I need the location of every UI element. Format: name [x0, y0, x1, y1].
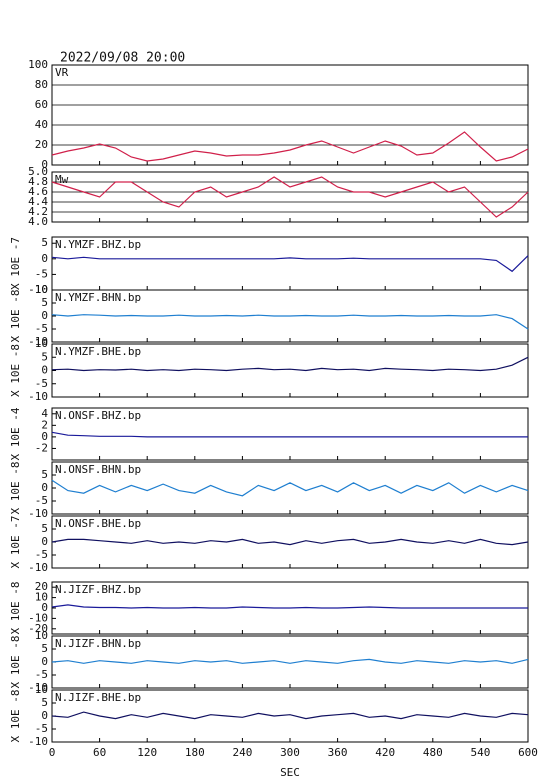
y-tick-label: 0 — [41, 252, 48, 265]
y-axis-label: X 10E -8 — [9, 462, 22, 515]
y-tick-label: 0 — [41, 158, 48, 171]
y-tick-label: -20 — [28, 622, 48, 635]
y-tick-label: 4.6 — [28, 185, 48, 198]
y-tick-label: 4.0 — [28, 215, 48, 228]
y-axis-label: X 10E -4 — [9, 407, 22, 460]
y-tick-label: 5 — [41, 696, 48, 709]
panel-label: N.YMZF.BHZ.bp — [55, 238, 141, 251]
y-tick-label: 0 — [41, 601, 48, 614]
y-tick-label: -5 — [35, 322, 48, 335]
y-tick-label: 4.2 — [28, 205, 48, 218]
trace — [51, 356, 529, 372]
y-tick-label: -5 — [35, 668, 48, 681]
y-tick-label: 0 — [41, 430, 48, 443]
y-tick-label: -10 — [28, 735, 48, 748]
y-tick-label: 5 — [41, 296, 48, 309]
y-axis-label: X 10E -7 — [9, 516, 22, 569]
panel-label: N.YMZF.BHN.bp — [55, 291, 141, 304]
panel-label: N.ONSF.BHZ.bp — [55, 409, 141, 422]
y-tick-label: 60 — [35, 98, 48, 111]
y-tick-label: -10 — [28, 681, 48, 694]
y-tick-label: 10 — [35, 629, 48, 642]
y-tick-label: 80 — [35, 78, 48, 91]
y-tick-label: 4.4 — [28, 195, 48, 208]
x-tick-label: 480 — [423, 746, 443, 759]
trace — [51, 479, 529, 497]
y-tick-label: 2 — [41, 418, 48, 431]
y-tick-label: -10 — [28, 561, 48, 574]
y-axis-label: X 10E -8 — [9, 582, 22, 635]
panel-label: N.YMZF.BHE.bp — [55, 345, 141, 358]
y-tick-label: -5 — [35, 377, 48, 390]
y-tick-label: -10 — [28, 335, 48, 348]
y-tick-label: 10 — [35, 683, 48, 696]
y-tick-label: 5 — [41, 236, 48, 249]
y-tick-label: 100 — [28, 58, 48, 71]
y-tick-label: -10 — [28, 507, 48, 520]
y-axis-label: X 10E -8 — [9, 290, 22, 343]
y-tick-label: -10 — [28, 390, 48, 403]
panel-label: N.JIZF.BHZ.bp — [55, 583, 141, 596]
trace — [51, 538, 529, 546]
y-tick-label: 5 — [41, 642, 48, 655]
panel-label: N.ONSF.BHN.bp — [55, 463, 141, 476]
y-tick-label: 10 — [35, 591, 48, 604]
y-tick-label: 5.0 — [28, 165, 48, 178]
y-tick-label: 5 — [41, 522, 48, 535]
trace — [51, 658, 529, 664]
y-tick-label: 0 — [41, 309, 48, 322]
y-tick-label: 40 — [35, 118, 48, 131]
trace — [51, 176, 529, 218]
y-tick-label: -5 — [35, 722, 48, 735]
y-axis-label: X 10E -7 — [9, 237, 22, 290]
y-tick-label: 0 — [41, 709, 48, 722]
panel-label: Mw — [55, 173, 69, 186]
panel-label: N.JIZF.BHE.bp — [55, 691, 141, 704]
y-tick-label: 20 — [35, 580, 48, 593]
x-tick-label: 0 — [49, 746, 56, 759]
x-tick-label: 60 — [93, 746, 106, 759]
y-axis-label: X 10E -8 — [9, 344, 22, 397]
y-tick-label: 0 — [41, 364, 48, 377]
trace — [51, 431, 528, 438]
y-tick-label: 0 — [41, 655, 48, 668]
trace — [51, 255, 529, 273]
y-tick-label: 0 — [41, 535, 48, 548]
panel-label: VR — [55, 66, 69, 79]
y-tick-label: -2 — [35, 441, 48, 454]
trace — [51, 604, 528, 609]
y-tick-label: -10 — [28, 283, 48, 296]
y-tick-label: 10 — [35, 337, 48, 350]
y-tick-label: -5 — [35, 494, 48, 507]
x-tick-label: 540 — [470, 746, 490, 759]
x-tick-label: 420 — [375, 746, 395, 759]
y-tick-label: -5 — [35, 267, 48, 280]
y-tick-label: 20 — [35, 138, 48, 151]
y-tick-label: -5 — [35, 548, 48, 561]
panel-label: N.JIZF.BHN.bp — [55, 637, 141, 650]
trace — [51, 131, 529, 162]
panel-frame — [51, 171, 529, 223]
y-tick-label: 0 — [41, 481, 48, 494]
y-axis-label: X 10E -8 — [9, 690, 22, 743]
y-axis-label: X 10E -8 — [9, 636, 22, 689]
y-tick-label: -10 — [28, 611, 48, 624]
x-tick-label: 600 — [518, 746, 538, 759]
x-axis-label: SEC — [280, 766, 300, 779]
x-tick-label: 240 — [232, 746, 252, 759]
y-tick-label: 5 — [41, 468, 48, 481]
y-tick-label: 4 — [41, 407, 48, 420]
y-tick-label: 5 — [41, 350, 48, 363]
x-tick-label: 180 — [185, 746, 205, 759]
trace — [51, 314, 529, 330]
x-tick-label: 360 — [328, 746, 348, 759]
chart-title: 2022/09/08 20:00 — [60, 51, 185, 66]
y-tick-label: 4.8 — [28, 175, 48, 188]
trace — [51, 711, 529, 720]
y-tick-label: 10 — [35, 283, 48, 296]
x-tick-label: 120 — [137, 746, 157, 759]
panel-label: N.ONSF.BHE.bp — [55, 517, 141, 530]
x-tick-label: 300 — [280, 746, 300, 759]
